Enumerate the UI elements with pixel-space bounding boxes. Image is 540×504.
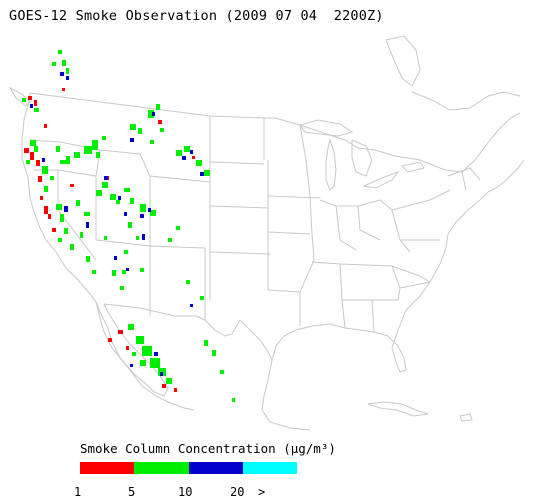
legend-title: Smoke Column Concentration (μg/m³) (80, 441, 336, 456)
cuba (367, 401, 429, 417)
colorbar (80, 462, 297, 474)
lake-michigan (325, 138, 337, 191)
baja-peninsula (95, 301, 169, 397)
map-boundaries (8, 35, 525, 431)
colorbar-segment-10-20 (188, 462, 243, 474)
smoke-red-pixels (24, 88, 195, 392)
colorbar-tick-20: 20 (230, 485, 245, 499)
colorbar-tick-over: > (258, 485, 266, 499)
pacific-coast (21, 92, 195, 411)
us-canada-border (29, 92, 521, 173)
colorbar-tick-10: 10 (178, 485, 193, 499)
lake-huron (351, 139, 373, 177)
mexico-coast (261, 359, 311, 431)
colorbar-tick-5: 5 (128, 485, 136, 499)
atlantic-coast (391, 159, 525, 349)
map-title: GOES-12 Smoke Observation (2009 07 04 22… (9, 8, 384, 24)
smoke-green-pixels (22, 50, 235, 402)
hudson-bay (385, 35, 421, 87)
caribbean-island (459, 413, 473, 422)
colorbar-segment-5-10 (134, 462, 189, 474)
colorbar-segment-over-20 (242, 462, 297, 474)
colorbar-segment-1-5 (80, 462, 135, 474)
colorbar-tick-1: 1 (74, 485, 82, 499)
lake-erie (362, 170, 400, 189)
lake-ontario (401, 161, 425, 173)
lake-superior (299, 119, 354, 137)
us-mexico-border (103, 303, 273, 361)
smoke-pixels (22, 50, 235, 402)
smoke-blue-pixels (30, 72, 204, 376)
vancouver-island (8, 86, 31, 107)
canada-coast (411, 91, 521, 111)
gulf-coast (271, 323, 407, 373)
